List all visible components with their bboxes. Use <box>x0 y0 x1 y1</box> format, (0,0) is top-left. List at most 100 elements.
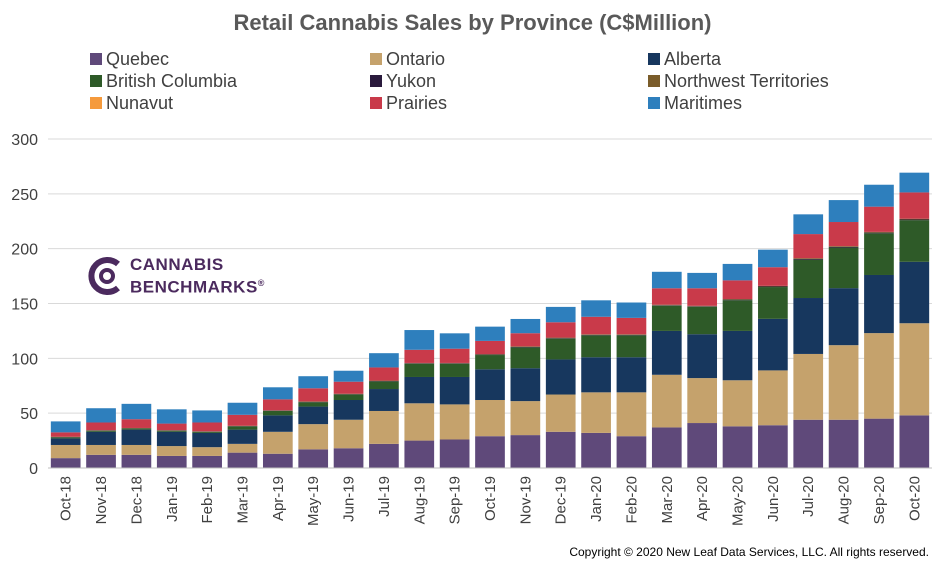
bar-segment <box>687 305 718 307</box>
legend-item: Northwest Territories <box>648 70 829 92</box>
y-tick-label: 200 <box>11 242 38 259</box>
bar-segment <box>510 401 541 436</box>
legend-label: Maritimes <box>664 92 743 113</box>
bar-segment <box>651 304 682 306</box>
logo-text: CANNABIS BENCHMARKS® <box>130 256 265 297</box>
bar-segment <box>581 300 611 317</box>
bar-segment <box>121 403 152 420</box>
bar-segment <box>616 357 647 393</box>
x-tick-label: Mar-20 <box>659 476 676 524</box>
bar-segment <box>333 419 364 449</box>
bar-segment <box>581 316 611 335</box>
bar-segment <box>899 220 930 262</box>
bar-segment <box>86 422 116 431</box>
x-tick-label: Jul-19 <box>376 476 393 517</box>
bar-segment <box>262 453 293 468</box>
bar-segment <box>404 376 435 404</box>
bar-segment <box>439 376 470 405</box>
bar-segment <box>475 340 505 355</box>
bar-segment <box>475 369 505 401</box>
bar-segment <box>86 454 116 468</box>
bar-segment <box>793 419 824 468</box>
bar-segment <box>50 458 81 468</box>
x-tick-label: Jun-19 <box>341 476 358 522</box>
bar-segment <box>475 355 505 370</box>
logo-icon <box>88 257 120 296</box>
bar-segment <box>439 363 470 377</box>
bar-segment <box>192 422 222 432</box>
legend-item: Maritimes <box>648 92 742 114</box>
bar-segment <box>50 444 81 459</box>
bar-segment <box>722 300 753 331</box>
bar-segment <box>899 218 930 220</box>
bar-segment <box>262 415 293 432</box>
bar-segment <box>475 326 505 341</box>
x-tick-label: Dec-18 <box>128 476 145 524</box>
legend-label: Quebec <box>106 48 170 69</box>
bar-segment <box>298 402 329 407</box>
legend-swatch <box>648 75 660 87</box>
bar-segment <box>86 444 116 455</box>
legend-swatch <box>90 75 102 87</box>
bar-segment <box>793 258 824 260</box>
bar-segment <box>510 333 541 347</box>
bar-segment <box>616 302 647 318</box>
bar-segment <box>404 330 435 350</box>
bar-segment <box>581 335 611 358</box>
x-tick-label: Dec-19 <box>553 476 570 524</box>
bar-segment <box>227 452 258 468</box>
legend-label: British Columbia <box>106 70 238 91</box>
bar-segment <box>687 272 718 289</box>
bar-segment <box>156 423 187 431</box>
bar-segment <box>722 263 753 281</box>
bar-segment <box>758 425 788 468</box>
bar-segment <box>156 409 187 424</box>
bar-segment <box>793 234 824 259</box>
legend-item: Nunavut <box>90 92 173 114</box>
legend-swatch <box>90 53 102 65</box>
y-tick-label: 150 <box>11 297 38 314</box>
x-tick-label: Mar-19 <box>234 476 251 524</box>
bar-segment <box>192 447 222 456</box>
bar-segment <box>722 380 753 427</box>
x-tick-label: Sep-19 <box>447 476 464 524</box>
bar-segment <box>616 335 647 358</box>
bar-segment <box>899 323 930 416</box>
bar-segment <box>369 381 399 390</box>
cannabis-benchmarks-logo: CANNABIS BENCHMARKS® <box>88 256 265 297</box>
y-tick-label: 250 <box>11 187 38 204</box>
legend-label: Northwest Territories <box>664 70 829 91</box>
x-tick-label: Oct-18 <box>58 476 75 521</box>
legend-item: Yukon <box>370 70 436 92</box>
bar-segment <box>369 443 399 468</box>
x-tick-label: Oct-20 <box>906 476 923 521</box>
bar-segment <box>227 443 258 453</box>
bar-segment <box>475 400 505 437</box>
bar-segment <box>687 306 718 335</box>
bar-segment <box>298 406 329 425</box>
bar-segment <box>828 247 859 289</box>
legend-item: Prairies <box>370 92 447 114</box>
bar-segment <box>722 330 753 381</box>
chart-title: Retail Cannabis Sales by Province (C$Mil… <box>233 10 712 35</box>
bar-segment <box>545 431 576 468</box>
bar-segment <box>687 288 718 306</box>
x-tick-label: May-20 <box>730 476 747 526</box>
bar-segment <box>616 317 647 335</box>
bar-segment <box>722 299 753 301</box>
bar-segment <box>262 431 293 454</box>
bar-segment <box>333 394 364 401</box>
bar-segment <box>722 299 753 300</box>
bar-segment <box>687 423 718 468</box>
logo-line-1: CANNABIS <box>130 255 224 274</box>
bar-segment <box>545 337 576 339</box>
bar-segment <box>899 172 930 193</box>
bar-segment <box>616 334 647 335</box>
bar-segment <box>86 408 116 423</box>
bar-segment <box>510 368 541 402</box>
x-tick-label: Sep-20 <box>871 476 888 524</box>
bar-segment <box>758 318 788 371</box>
bar-segment <box>333 370 364 382</box>
bar-segment <box>227 414 258 426</box>
